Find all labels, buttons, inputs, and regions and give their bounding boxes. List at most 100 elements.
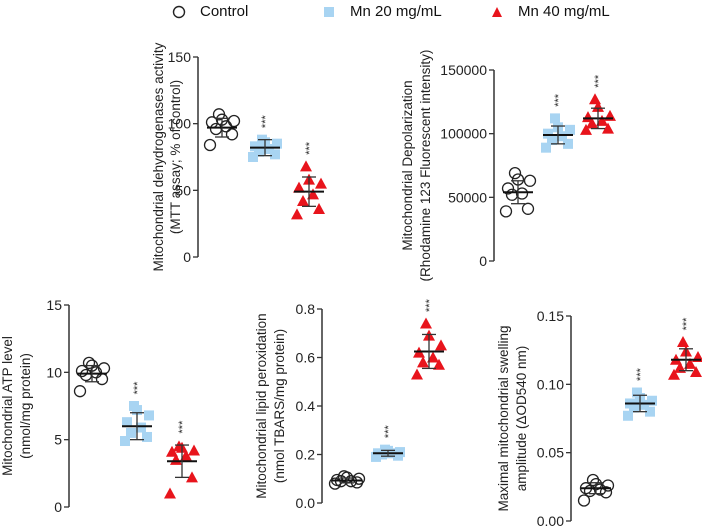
- y-axis-label: Mitochondrial ATP level: [0, 336, 15, 476]
- y-tick-label: 150: [168, 49, 192, 65]
- data-point-mn40: [580, 123, 592, 135]
- data-point-mn40: [586, 117, 598, 129]
- data-point-mn40: [592, 100, 604, 112]
- data-point-control: [583, 484, 597, 498]
- data-point-mn40: [166, 445, 178, 457]
- data-point-mn40: [427, 351, 439, 363]
- data-point-mn40: [690, 366, 702, 378]
- data-point-mn20: [270, 149, 280, 160]
- y-tick-label: 15: [46, 297, 62, 313]
- data-point-mn40: [300, 160, 312, 172]
- significance-label: ***: [132, 381, 144, 395]
- y-tick-label: 0.4: [296, 398, 316, 414]
- data-point-mn40: [307, 188, 319, 200]
- data-point-mn40: [677, 335, 689, 347]
- legend: Control Mn 20 mg/mL Mn 40 mg/mL: [0, 0, 702, 24]
- y-tick-label: 0.05: [537, 445, 564, 461]
- data-point-mn40: [164, 487, 176, 499]
- data-point-control: [82, 356, 96, 370]
- y-tick-label: 0.6: [296, 350, 316, 366]
- y-axis-label: amplitude (ΔOD540 nm): [514, 346, 529, 492]
- data-point-mn40: [435, 339, 447, 351]
- y-tick-label: 0.2: [296, 447, 316, 463]
- data-point-control: [73, 385, 87, 398]
- legend-item-mn40: Mn 40 mg/mL: [490, 3, 610, 20]
- significance-label: ***: [553, 93, 565, 107]
- data-point-control: [508, 166, 522, 180]
- data-point-mn40: [602, 122, 614, 134]
- data-point-mn40: [186, 471, 198, 483]
- data-point-mn20: [120, 436, 130, 447]
- data-point-control: [225, 128, 239, 141]
- data-point-mn20: [547, 135, 557, 146]
- data-point-mn40: [180, 449, 192, 461]
- data-point-control: [227, 114, 241, 128]
- triangle-marker-icon: [492, 6, 502, 17]
- significance-label: ***: [304, 141, 316, 155]
- data-point-mn20: [563, 138, 573, 149]
- legend-label: Mn 20 mg/mL: [350, 3, 442, 20]
- y-tick-label: 100: [168, 116, 192, 132]
- data-point-control: [505, 188, 519, 201]
- data-point-mn20: [250, 141, 260, 152]
- panel-3: 0 5 10 15 Mitochondrial ATP level (nmol/mg pr…: [0, 297, 200, 515]
- legend-item-mn20: Mn 20 mg/mL: [322, 3, 442, 20]
- data-point-mn40: [313, 203, 325, 214]
- y-tick-label: 50000: [448, 189, 487, 205]
- data-point-mn40: [293, 181, 305, 193]
- data-point-control: [521, 202, 535, 215]
- significance-label: ***: [681, 317, 693, 331]
- significance-label: ***: [260, 115, 272, 129]
- data-point-control: [515, 187, 529, 200]
- data-point-mn40: [582, 111, 594, 123]
- data-point-mn20: [541, 142, 551, 153]
- data-point-control: [523, 174, 537, 187]
- data-point-mn20: [264, 144, 274, 154]
- data-point-mn20: [639, 399, 649, 410]
- significance-label: ***: [635, 367, 647, 381]
- y-tick-label: 0: [479, 253, 487, 269]
- data-point-mn20: [122, 417, 132, 428]
- y-axis-label: (Rhodamine 123 Fluorescent intensity): [418, 50, 433, 282]
- legend-item-control: Control: [172, 3, 248, 20]
- square-marker-icon: [324, 6, 334, 17]
- y-axis-label: (nmol TBARS/mg protein): [272, 329, 287, 483]
- data-point-mn40: [315, 177, 327, 189]
- y-tick-label: 0.10: [537, 376, 564, 392]
- y-tick-label: 5: [54, 432, 62, 448]
- data-point-mn20: [129, 401, 139, 411]
- data-point-mn20: [144, 410, 154, 421]
- data-point-control: [352, 472, 366, 485]
- y-tick-label: 50: [175, 182, 191, 198]
- data-point-control: [337, 470, 351, 483]
- significance-label: ***: [593, 74, 605, 88]
- panel-4: 0.0 0.2 0.4 0.6 0.8 Mitochondrial lipid perox…: [254, 298, 447, 511]
- data-point-control: [89, 366, 103, 379]
- y-axis-label: (nmol/mg protein): [18, 353, 33, 459]
- panel-5: 0.00 0.05 0.10 0.15 Maximal mitochondrial sw…: [496, 308, 702, 526]
- y-tick-label: 10: [46, 364, 62, 380]
- legend-label: Mn 40 mg/mL: [518, 3, 610, 20]
- data-point-control: [95, 372, 109, 386]
- data-point-mn20: [565, 124, 575, 135]
- y-tick-label: 0.8: [296, 301, 316, 317]
- data-point-mn20: [395, 447, 405, 458]
- data-point-mn20: [126, 427, 136, 438]
- data-point-control: [212, 108, 226, 121]
- significance-label: ***: [424, 298, 436, 312]
- panel-2: 0 50000 100000 150000 Mitochondrial Depolari…: [400, 50, 616, 282]
- data-point-control: [599, 486, 613, 499]
- significance-label: ***: [177, 420, 189, 434]
- data-point-mn20: [248, 152, 258, 162]
- data-point-mn40: [433, 358, 445, 370]
- y-tick-label: 0: [183, 249, 191, 265]
- data-point-mn40: [684, 357, 696, 369]
- data-point-mn20: [142, 431, 152, 442]
- data-point-control: [203, 138, 217, 152]
- data-point-mn20: [550, 113, 560, 124]
- significance-label: ***: [383, 425, 395, 439]
- data-point-control: [586, 473, 600, 487]
- data-point-control: [601, 479, 615, 492]
